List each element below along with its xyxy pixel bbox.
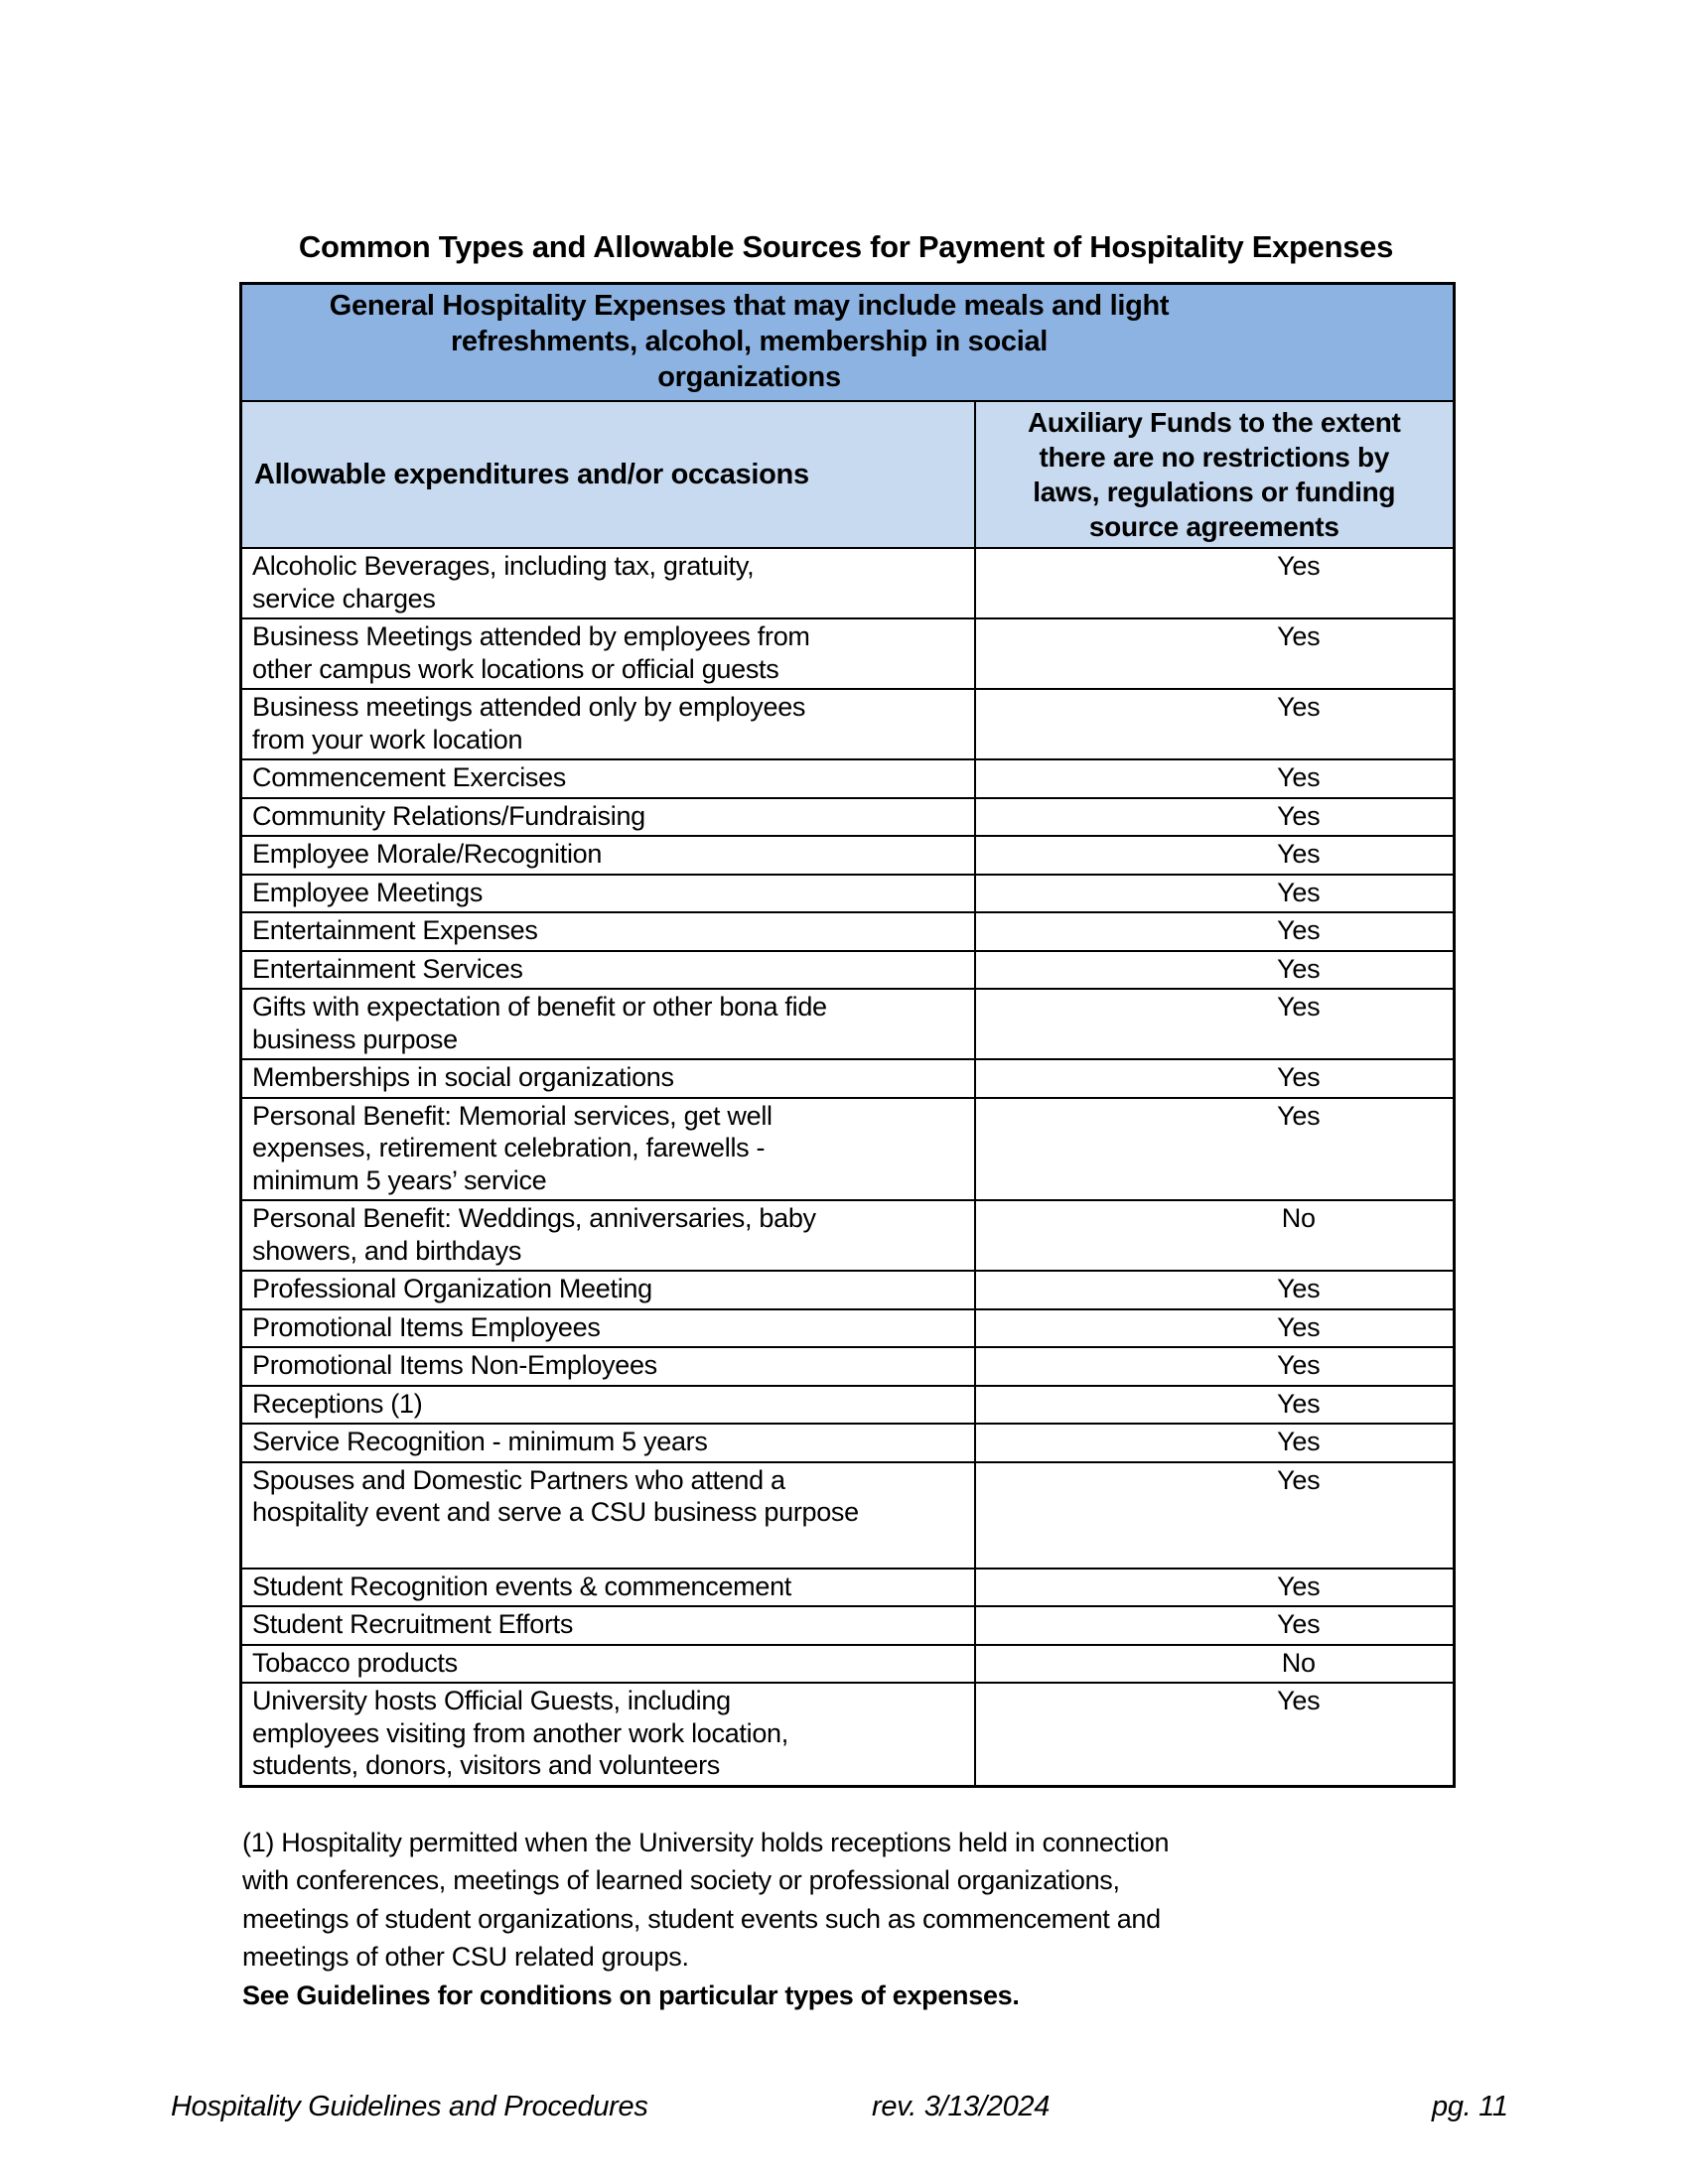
table-body: Alcoholic Beverages, including tax, grat…: [239, 547, 1456, 1787]
footnote-text: (1) Hospitality permitted when the Unive…: [242, 1827, 1170, 1973]
allowed-cell: Yes: [973, 949, 1456, 990]
table-row: Student Recognition events & commencemen…: [239, 1567, 1456, 1607]
expenditure-cell: Promotional Items Non-Employees: [239, 1346, 976, 1387]
table-row: Personal Benefit: Memorial services, get…: [239, 1096, 1456, 1201]
expenditure-cell: Business meetings attended only by emplo…: [239, 688, 976, 760]
allowed-cell: Yes: [973, 1605, 1456, 1646]
allowed-cell: Yes: [973, 1307, 1456, 1348]
allowed-cell: Yes: [973, 873, 1456, 913]
expenditure-cell: Alcoholic Beverages, including tax, grat…: [239, 547, 976, 619]
expenditure-cell: Spouses and Domestic Partners who attend…: [239, 1460, 976, 1570]
expenditure-cell: Student Recognition events & commencemen…: [239, 1567, 976, 1607]
table-row: Memberships in social organizations Yes: [239, 1058, 1456, 1099]
allowed-cell: Yes: [973, 1270, 1456, 1310]
table-row: Service Recognition - minimum 5 years Yes: [239, 1423, 1456, 1463]
allowed-cell: No: [973, 1643, 1456, 1684]
allowed-cell: Yes: [973, 988, 1456, 1060]
column-header-expenditures: Allowable expenditures and/or occasions: [239, 400, 976, 549]
allowed-cell: Yes: [973, 835, 1456, 876]
expenditure-cell: Employee Meetings: [239, 873, 976, 913]
footnote-guidelines: See Guidelines for conditions on particu…: [242, 1979, 1020, 2010]
allowed-cell: Yes: [973, 688, 1456, 760]
footer-doc-title: Hospitality Guidelines and Procedures: [171, 2091, 648, 2122]
expenditure-cell: Entertainment Services: [239, 949, 976, 990]
expenditure-cell: Community Relations/Fundraising: [239, 796, 976, 837]
allowed-cell: Yes: [973, 758, 1456, 799]
allowed-cell: Yes: [973, 1460, 1456, 1570]
allowed-cell: Yes: [973, 1423, 1456, 1463]
expenditure-cell: Promotional Items Employees: [239, 1307, 976, 1348]
table-group-header-row: General Hospitality Expenses that may in…: [239, 282, 1456, 402]
table-row: Business meetings attended only by emplo…: [239, 688, 1456, 760]
allowed-cell: Yes: [973, 1682, 1456, 1787]
allowed-cell: Yes: [973, 1384, 1456, 1425]
table-row: Commencement Exercises Yes: [239, 758, 1456, 799]
expenditure-cell: University hosts Official Guests, includ…: [239, 1682, 976, 1787]
expenditure-cell: Commencement Exercises: [239, 758, 976, 799]
table-row: Professional Organization Meeting Yes: [239, 1270, 1456, 1310]
allowed-cell: Yes: [973, 911, 1456, 952]
table-row: Promotional Items Non-Employees Yes: [239, 1346, 1456, 1387]
expenditure-cell: Employee Morale/Recognition: [239, 835, 976, 876]
allowed-cell: Yes: [973, 617, 1456, 690]
page-title: Common Types and Allowable Sources for P…: [298, 229, 1394, 264]
expenditure-cell: Business Meetings attended by employees …: [239, 617, 976, 690]
table-row: Personal Benefit: Weddings, anniversarie…: [239, 1199, 1456, 1272]
allowed-cell: Yes: [973, 1058, 1456, 1099]
expenditure-cell: Tobacco products: [239, 1643, 976, 1684]
footnote-block: (1) Hospitality permitted when the Unive…: [242, 1785, 1414, 2014]
allowed-cell: Yes: [973, 1567, 1456, 1607]
footer-page-number: pg. 11: [1432, 2091, 1508, 2122]
expenditure-cell: Professional Organization Meeting: [239, 1270, 976, 1310]
table-row: Alcoholic Beverages, including tax, grat…: [239, 547, 1456, 619]
table-row: Promotional Items Employees Yes: [239, 1307, 1456, 1348]
table-row: Entertainment Services Yes: [239, 949, 1456, 990]
table-row: University hosts Official Guests, includ…: [239, 1682, 1456, 1787]
table-row: Receptions (1) Yes: [239, 1384, 1456, 1425]
column-header-auxiliary-funds: Auxiliary Funds to the extent there are …: [973, 400, 1456, 549]
allowed-cell: Yes: [973, 796, 1456, 837]
allowed-cell: No: [973, 1199, 1456, 1272]
hospitality-expenses-table: General Hospitality Expenses that may in…: [239, 282, 1457, 1788]
table-group-header: General Hospitality Expenses that may in…: [239, 282, 1456, 402]
footer-revision-date: rev. 3/13/2024: [872, 2091, 1051, 2122]
table-row: Employee Morale/Recognition Yes: [239, 835, 1456, 876]
table-row: Student Recruitment Efforts Yes: [239, 1605, 1456, 1646]
table-row: Entertainment Expenses Yes: [239, 911, 1456, 952]
expenditure-cell: Receptions (1): [239, 1384, 976, 1425]
expenditure-cell: Personal Benefit: Weddings, anniversarie…: [239, 1199, 976, 1272]
table-row: Tobacco products No: [239, 1643, 1456, 1684]
table-row: Spouses and Domestic Partners who attend…: [239, 1460, 1456, 1570]
allowed-cell: Yes: [973, 1346, 1456, 1387]
allowed-cell: Yes: [973, 547, 1456, 619]
expenditure-cell: Student Recruitment Efforts: [239, 1605, 976, 1646]
expenditure-cell: Gifts with expectation of benefit or oth…: [239, 988, 976, 1060]
table-row: Business Meetings attended by employees …: [239, 617, 1456, 690]
expenditure-cell: Memberships in social organizations: [239, 1058, 976, 1099]
expenditure-cell: Personal Benefit: Memorial services, get…: [239, 1096, 976, 1201]
page-footer: Hospitality Guidelines and Procedures re…: [0, 2091, 1688, 2134]
table-row: Employee Meetings Yes: [239, 873, 1456, 913]
allowed-cell: Yes: [973, 1096, 1456, 1201]
table-row: Community Relations/Fundraising Yes: [239, 796, 1456, 837]
expenditure-cell: Entertainment Expenses: [239, 911, 976, 952]
table-row: Gifts with expectation of benefit or oth…: [239, 988, 1456, 1060]
table-column-header-row: Allowable expenditures and/or occasions …: [239, 400, 1456, 549]
expenditure-cell: Service Recognition - minimum 5 years: [239, 1423, 976, 1463]
